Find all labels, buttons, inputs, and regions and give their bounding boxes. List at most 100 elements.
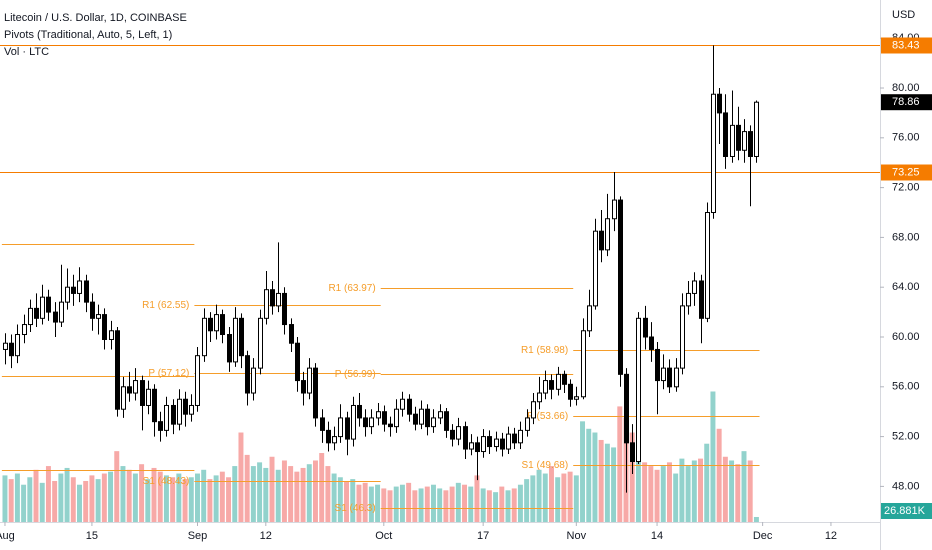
candle-body: [593, 230, 598, 307]
candle-body: [40, 296, 45, 319]
candle-body: [537, 392, 542, 403]
x-tick-label: Dec: [753, 530, 773, 542]
volume-bar: [524, 479, 530, 522]
volume-bar: [611, 447, 617, 522]
volume-bar: [77, 484, 82, 522]
volume-bar: [704, 443, 710, 522]
volume-bar: [45, 466, 51, 522]
candle-body: [326, 429, 331, 444]
volume-bar: [362, 482, 368, 522]
candle-body: [556, 373, 561, 390]
candle-body: [543, 380, 548, 394]
candle-body: [376, 411, 381, 419]
candle-body: [407, 398, 412, 415]
candle-body: [692, 280, 697, 294]
pivot-label: S1 (49.68): [522, 460, 569, 471]
volume-bar: [486, 490, 492, 522]
candle-body: [77, 280, 82, 294]
indicator: Pivots (Traditional, Auto, 5, Left, 1): [4, 29, 172, 41]
candle-body: [357, 404, 362, 419]
volume-bar: [325, 466, 331, 522]
axes: 84.0080.0076.0072.0068.0064.0060.0056.00…: [0, 32, 932, 542]
y-tick-label: 64.00: [892, 281, 920, 293]
candle-body: [220, 314, 225, 336]
candle-body: [146, 388, 151, 406]
volume-bar: [250, 466, 256, 522]
volume-bar: [666, 462, 672, 522]
candle-body: [494, 438, 499, 448]
volume-bar: [182, 479, 188, 522]
candle-body: [624, 373, 629, 444]
volume-bar: [412, 490, 418, 522]
candle-body: [581, 330, 586, 398]
volume-bar: [505, 490, 511, 522]
pivot-label: S1 (46.3): [335, 503, 376, 514]
pivot-label: P (53.66): [527, 411, 568, 422]
candle-body: [667, 367, 672, 388]
candle-body: [636, 317, 641, 462]
volume-bar: [170, 477, 176, 522]
volume-bar: [257, 462, 263, 522]
candle-body: [270, 289, 275, 307]
volume-bar: [716, 428, 722, 522]
candle-body: [320, 417, 325, 431]
candle-body: [351, 404, 356, 440]
candle-body: [717, 93, 722, 114]
candle-body: [481, 436, 486, 453]
candle-body: [313, 367, 318, 419]
volume-bar: [120, 466, 126, 522]
candle-body: [264, 289, 269, 319]
candle-body: [233, 317, 238, 363]
candle-body: [599, 230, 604, 251]
volume-bar: [406, 482, 412, 522]
y-tick-label: 68.00: [892, 231, 920, 243]
candle-body: [400, 398, 405, 410]
volume-bar: [213, 475, 219, 522]
volume-bar: [598, 439, 604, 522]
volume-bar: [474, 475, 480, 522]
volume-bar: [368, 486, 374, 522]
x-tick-label: 14: [651, 530, 663, 542]
candle-body: [574, 396, 579, 400]
pivot-label: R1 (62.55): [142, 300, 189, 311]
volume-bar: [399, 484, 405, 522]
volume-bar: [561, 473, 567, 522]
candle-body: [239, 317, 244, 357]
volume-bar: [430, 484, 436, 522]
volume-bar: [275, 469, 281, 522]
candle-body: [195, 355, 200, 406]
candle-body: [413, 413, 418, 425]
volume-bar: [555, 477, 561, 522]
candle-body: [487, 436, 492, 448]
candle-body: [109, 330, 114, 340]
candle-body: [382, 411, 387, 425]
candle-body: [338, 417, 343, 438]
volume-bar: [114, 451, 120, 522]
volume-bar: [269, 456, 275, 522]
candle-body: [227, 334, 232, 363]
volume-bar: [356, 484, 362, 522]
candle-body: [680, 305, 685, 369]
candle-body: [3, 342, 8, 350]
volume-bar: [344, 480, 350, 522]
candle-body: [140, 380, 145, 406]
level-label: 83.43: [892, 39, 920, 51]
candle-body: [500, 438, 505, 450]
candle-body: [183, 398, 188, 415]
volume-bar: [443, 490, 449, 522]
volume-bar: [238, 432, 244, 522]
candle-body: [84, 280, 89, 303]
candle-body: [612, 199, 617, 220]
candle-body: [295, 342, 300, 382]
volume-bar: [617, 406, 623, 522]
volume-bar: [710, 391, 716, 522]
candle-body: [96, 314, 101, 319]
volume-bar: [393, 486, 399, 522]
candle-body: [463, 426, 468, 450]
volume-bar: [673, 473, 679, 522]
volume-bar: [635, 456, 641, 522]
candle-body: [469, 442, 474, 450]
volume-bar: [517, 484, 523, 522]
volume-bar: [151, 467, 157, 522]
y-tick-label: 72.00: [892, 182, 920, 194]
